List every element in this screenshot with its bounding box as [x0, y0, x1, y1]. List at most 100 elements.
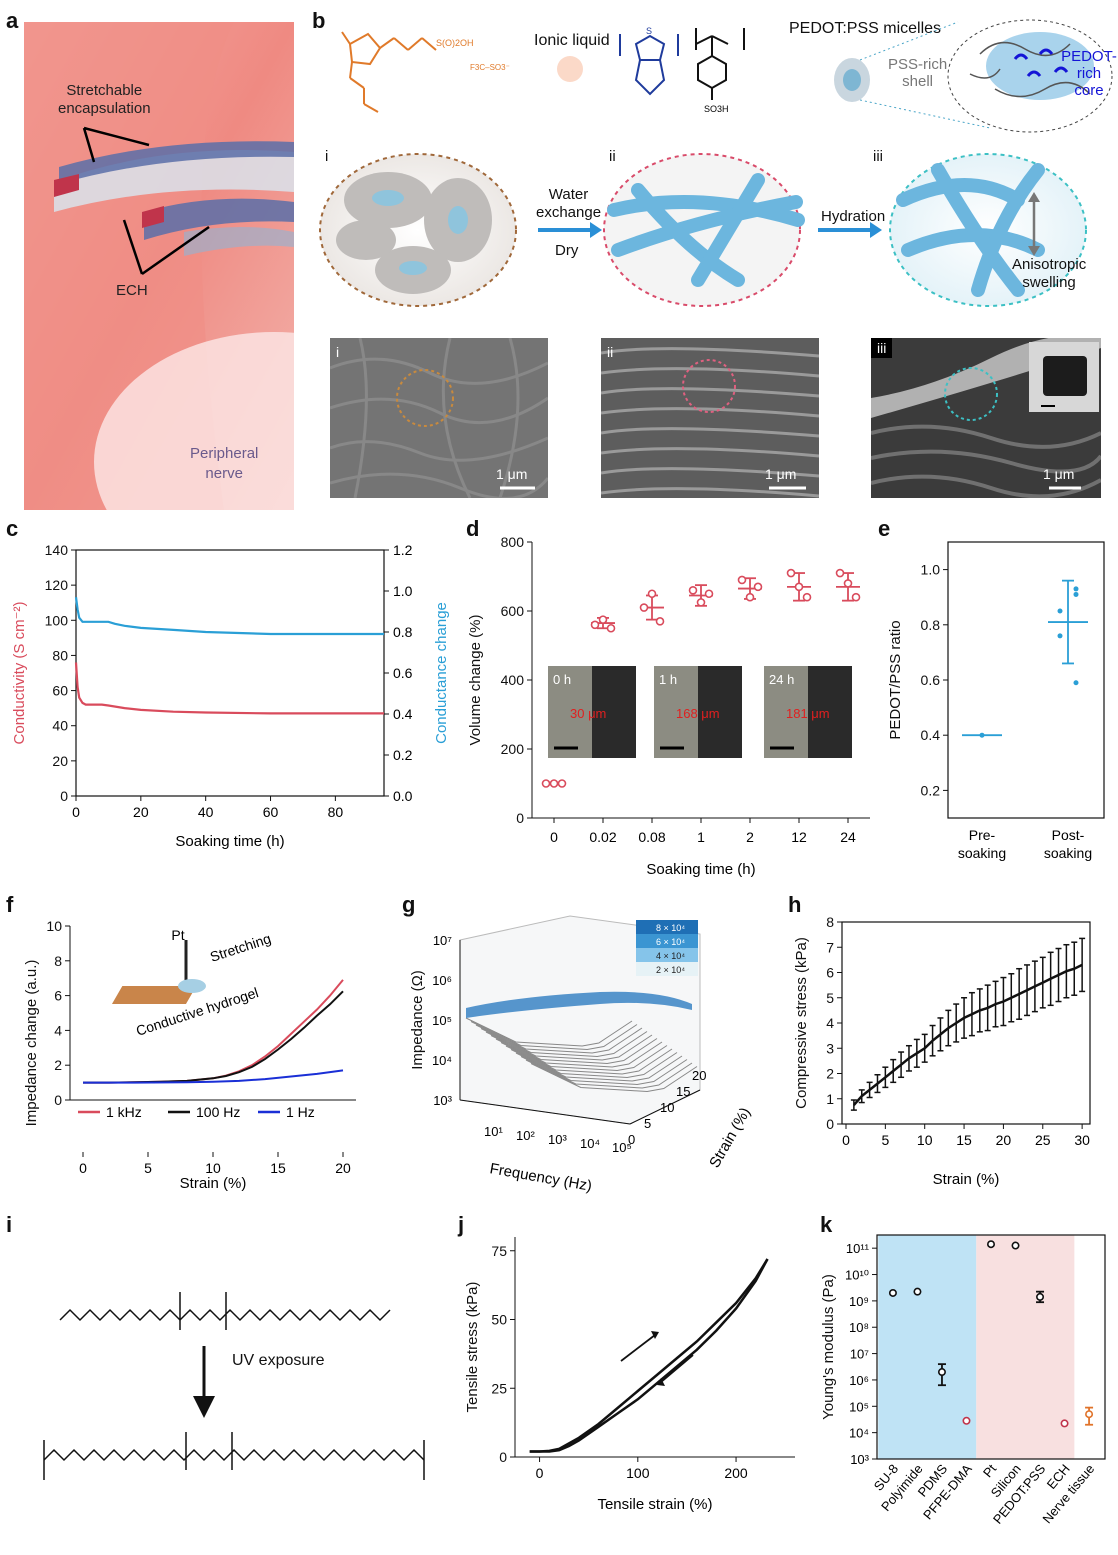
d-point [745, 592, 755, 602]
f-xlabel: Strain (%) [180, 1175, 247, 1192]
j-arrow-down [660, 1354, 694, 1383]
d-x-tick-label: 24 [840, 829, 856, 845]
f-x-tick-label: 5 [144, 1160, 152, 1176]
f-x-tick-label: 20 [335, 1160, 351, 1176]
h-series-line [852, 963, 1083, 1106]
sem-scale-i: 1 μm [496, 466, 528, 482]
d-y-tick-label: 0 [516, 810, 524, 826]
c-y2-tick-label: 1.2 [393, 542, 413, 558]
d-point [737, 575, 747, 585]
c-y2-tick-label: 0.8 [393, 624, 413, 640]
h-y-tick-label: 1 [826, 1091, 834, 1107]
f-y-tick-label: 0 [54, 1092, 62, 1108]
h-y-tick-label: 4 [826, 1015, 834, 1031]
g-strain-tick-label: 15 [676, 1084, 690, 1099]
f-series-line [83, 1069, 344, 1084]
c-y-tick-label: 140 [45, 542, 69, 558]
c-series-line [74, 662, 384, 715]
j-arrow-up-head [651, 1331, 659, 1339]
k-point [1060, 1419, 1069, 1428]
d-x-tick-label: 0.08 [638, 829, 665, 845]
e-point [1057, 608, 1063, 614]
k-y-tick-label: 10⁵ [849, 1399, 869, 1414]
chart-c: 0 20 40 60 80 100 120 140 0.0 0.2 0.4 0.6 0.8 1.0 1.2 0… [11, 542, 450, 850]
h-ylabel: Compressive stress (kPa) [793, 937, 810, 1109]
d-y-tick-label: 800 [501, 534, 525, 550]
g-mesh-line [525, 1059, 693, 1089]
f-legend-label: 100 Hz [196, 1104, 240, 1120]
e-point [1073, 680, 1079, 686]
panel-label-h: h [788, 892, 802, 917]
c-y2-tick-label: 0.2 [393, 747, 413, 763]
j-x-tick-label: 200 [724, 1465, 748, 1481]
e-point [1057, 633, 1063, 639]
h-y-tick-label: 0 [826, 1116, 834, 1132]
k-point [1011, 1241, 1020, 1250]
e-x-tick-label: Post- [1052, 827, 1085, 843]
g-mesh-line [495, 1038, 663, 1068]
pedot-core-label: PEDOT-rich core [1061, 48, 1117, 99]
k-group-band [878, 1235, 977, 1459]
sem-label-ii: ii [607, 344, 614, 360]
panel-label-d: d [466, 516, 480, 541]
chart-k: 10³10⁴10⁵10⁶10⁷10⁸10⁹10¹⁰10¹¹SU-8Polyimi… [820, 1234, 1106, 1527]
c-series-line [74, 597, 384, 636]
k-point [987, 1240, 996, 1249]
panel-a-illustration [24, 22, 294, 510]
e-y-tick-label: 0.8 [921, 617, 941, 633]
k-y-tick-label: 10⁶ [849, 1373, 869, 1388]
panel-label-c: c [6, 516, 19, 541]
g-mesh-line [485, 1031, 653, 1061]
g-x-tick-label: 10³ [548, 1132, 567, 1147]
j-loading-curve [529, 1258, 769, 1453]
h-x-tick-label: 0 [842, 1132, 850, 1148]
anisotropic-label: Anisotropic swelling [1012, 256, 1087, 291]
d-y-tick-label: 200 [501, 741, 525, 757]
d-point [786, 568, 796, 578]
stage-label-i: i [325, 148, 329, 165]
e-y-tick-label: 0.2 [921, 782, 941, 798]
g-mesh-line [520, 1056, 688, 1086]
g-mesh-line [505, 1045, 673, 1075]
d-ylabel: Volume change (%) [467, 615, 484, 746]
chart-f: 0 2 4 6 8 10 0 5 10 15 20 1 kHz 100 Hz 1 Hz Pt Stretchi… [23, 918, 356, 1192]
plot-frame [876, 1234, 1106, 1460]
g-z-tick-label: 10³ [433, 1093, 452, 1108]
d-point [696, 598, 706, 607]
e-x-tick-label: soaking [1044, 845, 1092, 861]
c-xlabel: Soaking time (h) [175, 833, 284, 850]
g-strain-tick-label: 10 [660, 1100, 674, 1115]
g-ylabel: Impedance (Ω) [409, 970, 426, 1070]
h-x-tick-label: 30 [1074, 1132, 1090, 1148]
g-legend-label: 6 × 10⁴ [656, 937, 685, 947]
svg-text:F3C–SO3⁻: F3C–SO3⁻ [470, 63, 510, 72]
sem-image-ii: ii 1 μm [601, 338, 819, 498]
d-point [590, 620, 600, 630]
d-point [753, 582, 763, 592]
d-inset-width: 30 μm [570, 706, 606, 721]
g-legend-swatch [636, 962, 698, 976]
f-ylabel: Impedance change (a.u.) [23, 960, 40, 1127]
g-legend-label: 4 × 10⁴ [656, 951, 685, 961]
sem-scale-ii: 1 μm [765, 466, 797, 482]
k-point [913, 1287, 922, 1296]
f-y-tick-label: 6 [54, 988, 62, 1004]
f-inset-hydrogel [111, 986, 197, 1004]
c-x-tick-label: 20 [133, 804, 149, 820]
d-point [704, 589, 714, 599]
hydration-label: Hydration [821, 208, 886, 225]
d-point [541, 779, 551, 788]
panel-label-a: a [6, 8, 19, 33]
nerve-label: Peripheral nerve [190, 445, 259, 482]
h-y-tick-label: 5 [826, 990, 834, 1006]
d-inset-time: 24 h [769, 672, 794, 687]
g-legend-label: 8 × 10⁴ [656, 923, 685, 933]
c-y-tick-label: 80 [52, 647, 68, 663]
d-y-tick-label: 400 [501, 672, 525, 688]
h-y-tick-label: 8 [826, 914, 834, 930]
h-x-tick-label: 25 [1035, 1132, 1051, 1148]
d-inset-dark [698, 666, 742, 758]
h-y-tick-label: 3 [826, 1040, 834, 1056]
g-surface-top [466, 991, 692, 1018]
